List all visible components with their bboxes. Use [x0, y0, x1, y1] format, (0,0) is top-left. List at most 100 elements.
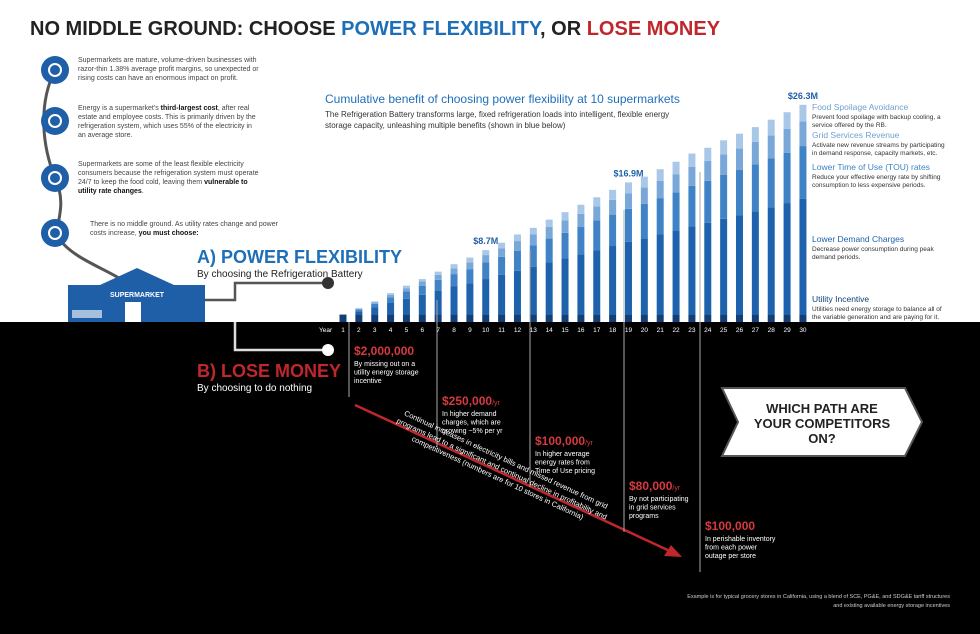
bar-segment [751, 141, 759, 165]
bar-segment [593, 314, 601, 322]
bar-segment [783, 128, 791, 153]
per: /yr [492, 400, 500, 407]
x-tick-label: 28 [768, 327, 776, 334]
bar-segment [545, 238, 553, 263]
x-tick-label: 24 [704, 327, 712, 334]
bar-segment [767, 158, 775, 208]
bar-segment [450, 286, 458, 315]
bar-segment [720, 218, 728, 315]
bar-segment [418, 285, 426, 295]
bar-segment [672, 314, 680, 322]
item-text: 24/7 to keep the food cold, leaving them… [78, 179, 248, 186]
bar-segment [688, 314, 696, 322]
footnote: Example is for typical grocery stores in… [687, 594, 950, 600]
bar-segment [387, 294, 395, 298]
bar-segment [609, 214, 617, 247]
title-part: LOSE MONEY [587, 18, 721, 40]
amount: $100,000 [535, 434, 585, 448]
x-tick-label: 10 [482, 327, 490, 334]
bar-segment [371, 301, 379, 303]
callout-amount: $100,000 [705, 519, 755, 533]
bar-segment [482, 314, 490, 322]
x-tick-label: 15 [561, 327, 569, 334]
bar-segment [498, 242, 506, 249]
amount: $80,000 [629, 479, 673, 493]
title-part: NO MIDDLE GROUND: CHOOSE [30, 18, 341, 40]
x-tick-label: 23 [688, 327, 696, 334]
bar-segment [767, 314, 775, 322]
text-run: utility rate changes [78, 188, 142, 195]
bar-segment [434, 290, 442, 315]
bar-segment [799, 314, 807, 322]
bar-segment [720, 314, 728, 322]
text-run: 24/7 to keep the food cold, leaving them [78, 179, 204, 186]
bar-segment [371, 314, 379, 322]
legend-label: Food Spoilage Avoidance [812, 102, 909, 112]
x-tick-label: 1 [341, 327, 345, 334]
bar-segment [624, 208, 632, 242]
title-part: POWER FLEXIBILITY [341, 18, 543, 40]
x-tick-label: 14 [546, 327, 554, 334]
bar-segment [799, 104, 807, 122]
bar-segment [736, 170, 743, 216]
item-text: razor-thin 1.38% average profit margins,… [78, 66, 259, 73]
bar-segment [640, 238, 648, 315]
bar-segment [355, 307, 363, 309]
bar-segment [466, 314, 474, 322]
bar-segment [672, 174, 680, 193]
question-line: YOUR COMPETITORS [754, 416, 891, 431]
item-text: refrigeration system, which uses 55% of … [78, 123, 252, 130]
bar-segment [751, 211, 759, 315]
x-tick-label: 8 [452, 327, 456, 334]
bar-segment [355, 311, 363, 315]
bar-segment [450, 268, 458, 275]
x-tick-label: 11 [498, 327, 505, 334]
x-tick-label: 2 [357, 327, 361, 334]
bar-segment [450, 314, 458, 322]
bar-segment [450, 264, 458, 269]
text-run: estate and employee costs. This is prima… [78, 114, 256, 121]
path-b-line [233, 322, 328, 352]
bar-segment [561, 212, 569, 221]
bar-segment [418, 294, 426, 315]
callout-amount: $2,000,000 [354, 344, 414, 358]
bar-segment [466, 257, 474, 263]
bar-segment [418, 279, 426, 282]
bar-segment [387, 303, 395, 315]
per: /yr [585, 440, 593, 447]
bar-segment [704, 147, 712, 161]
callout-amount: $100,000/yr [535, 434, 594, 448]
bar-segment [482, 262, 490, 280]
bar-segment [688, 226, 696, 315]
title-part: , OR [540, 18, 587, 40]
callout-text: energy rates from [535, 460, 590, 467]
text-run: an average store. [78, 132, 133, 139]
text-run: consumers because the refrigeration syst… [78, 170, 259, 177]
bar-segment [783, 112, 791, 129]
per: /yr [672, 485, 680, 492]
bar-segment [513, 270, 521, 315]
bar-segment [656, 198, 664, 235]
x-tick-label: 17 [593, 327, 601, 334]
bar-segment [355, 309, 363, 312]
bar-segment [656, 169, 664, 181]
bar-segment [402, 291, 410, 299]
bar-segment [609, 199, 617, 215]
x-tick-label: 26 [736, 327, 744, 334]
bar-segment [767, 135, 775, 159]
bar-segment [339, 314, 347, 322]
total-label: $26.3M [788, 91, 818, 101]
bar-segment [577, 227, 585, 255]
callout-text: In higher average [535, 451, 590, 458]
text-run: There is no middle ground. As utility ra… [90, 221, 279, 228]
bar-segment [736, 133, 743, 149]
bar-segment [529, 227, 537, 235]
text-run: razor-thin 1.38% average profit margins,… [78, 66, 259, 73]
bar-segment [402, 285, 410, 289]
item-text: There is no middle ground. As utility ra… [90, 221, 279, 228]
legend-label: Lower Demand Charges [812, 234, 904, 244]
bar-segment [434, 274, 442, 280]
bar-segment [688, 166, 696, 186]
callout-text: outage per store [705, 553, 756, 560]
bar-segment [624, 193, 632, 209]
